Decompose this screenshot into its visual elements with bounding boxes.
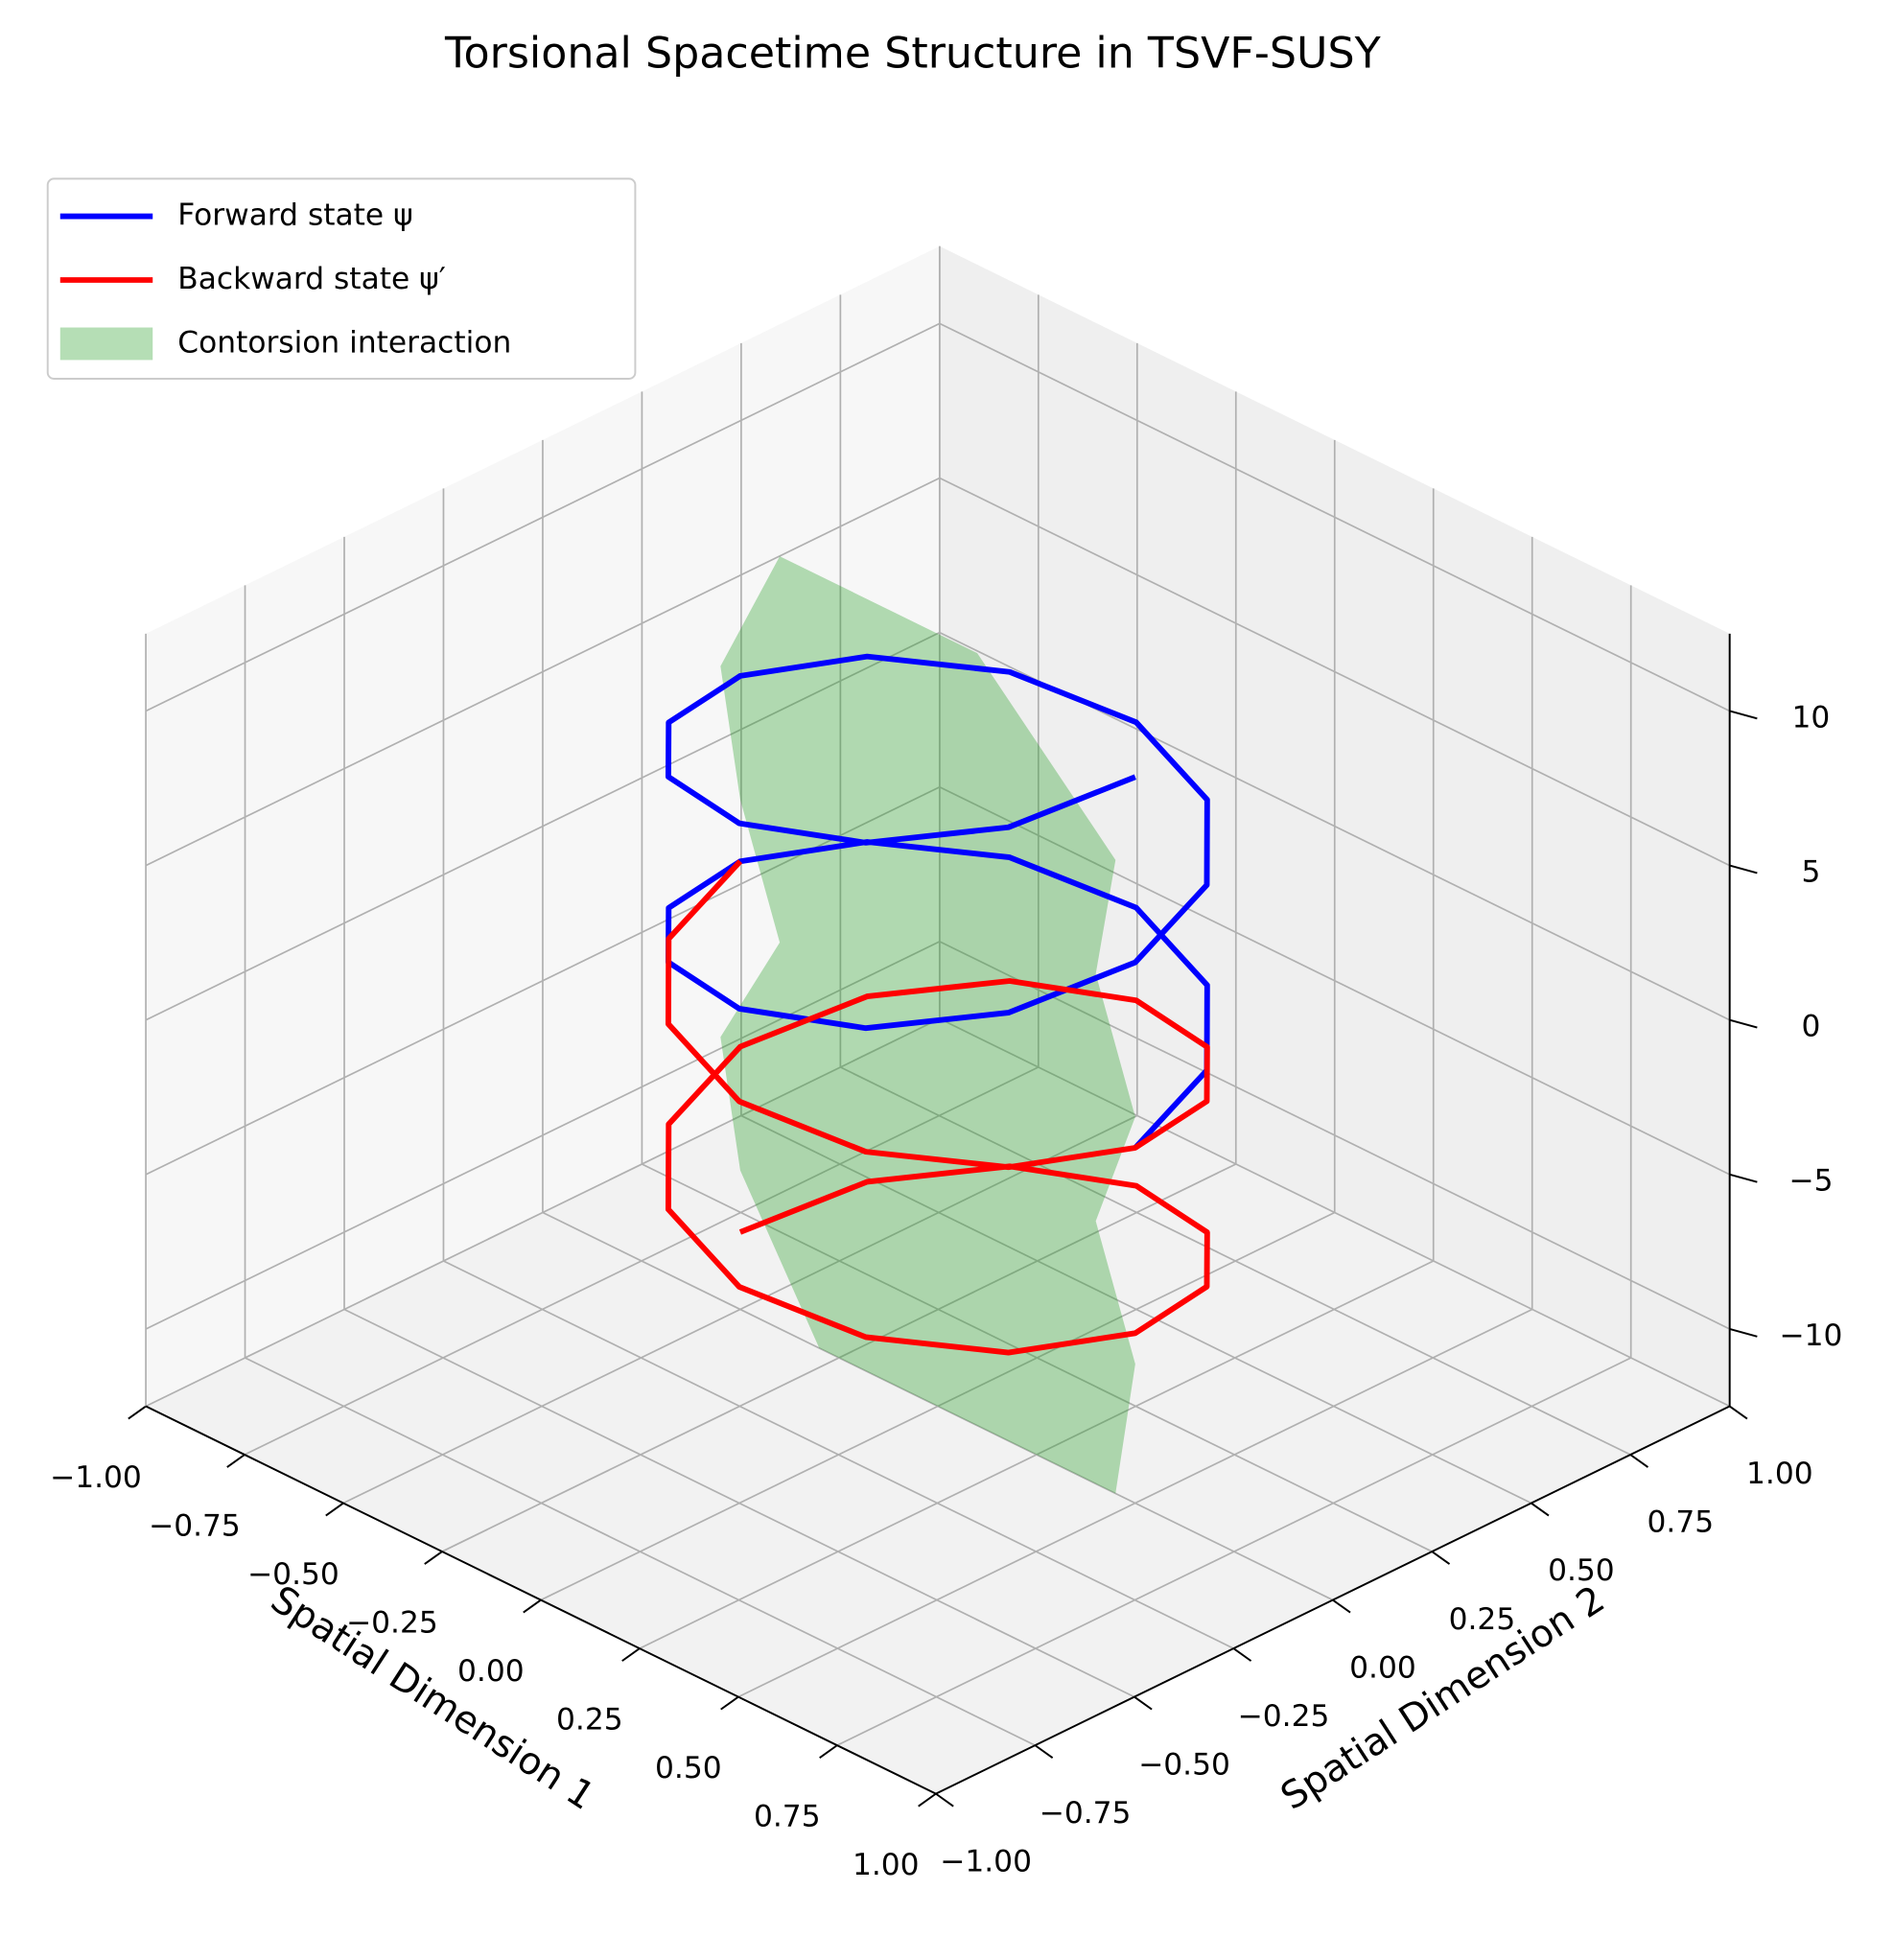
z-tick-label: 5: [1801, 854, 1820, 889]
x-tick-label: 1.00: [853, 1848, 920, 1882]
z-tick: [1729, 710, 1758, 720]
z-tick-label: −10: [1779, 1318, 1842, 1353]
y-tick: [1531, 1502, 1550, 1517]
x-tick: [424, 1551, 443, 1565]
grid-line: [642, 1163, 1433, 1552]
plot-area: [665, 556, 1210, 1494]
helix-line: [665, 653, 1210, 1150]
grid-line: [145, 631, 941, 1021]
y-tick: [1034, 1744, 1054, 1759]
y-tick: [1431, 1551, 1451, 1565]
x-tick: [325, 1502, 344, 1517]
grid-line: [343, 1308, 1135, 1698]
axis-line: [935, 1405, 1731, 1795]
z-tick: [1729, 1018, 1758, 1029]
y-tick: [1729, 1405, 1748, 1420]
x-tick-label: 0.75: [754, 1800, 821, 1834]
y-tick-label: 0.25: [1449, 1602, 1516, 1637]
x-tick: [819, 1744, 838, 1759]
legend-box: [46, 177, 637, 380]
panes: −1.00−0.75−0.50−0.250.000.250.500.751.00…: [50, 245, 1842, 1882]
x-tick: [128, 1405, 147, 1420]
y-tick-label: −0.50: [1138, 1747, 1230, 1782]
grid-line: [839, 1066, 1631, 1456]
y-tick: [935, 1792, 954, 1808]
x-tick-label: −0.75: [149, 1509, 241, 1544]
x-tick: [226, 1454, 245, 1468]
grid-line: [939, 477, 1731, 867]
x-tick-label: −1.00: [50, 1460, 142, 1495]
y-tick: [1133, 1695, 1153, 1711]
x-tick-label: 0.50: [655, 1751, 722, 1785]
legend-label: Backward state ψ′: [177, 262, 446, 296]
axis-line: [145, 1405, 937, 1795]
z-tick-label: 0: [1801, 1010, 1820, 1044]
y-tick-label: 0.00: [1349, 1650, 1416, 1685]
z-tick: [1729, 1328, 1758, 1338]
x-tick: [720, 1695, 739, 1711]
legend-label: Forward state ψ: [177, 198, 412, 233]
z-tick: [1729, 864, 1758, 875]
y-tick-label: −0.25: [1238, 1699, 1330, 1734]
x-tick: [523, 1598, 542, 1614]
y-tick: [1232, 1647, 1252, 1662]
grid-line: [145, 477, 941, 867]
grid-line: [145, 941, 941, 1330]
y-tick-label: 0.75: [1648, 1505, 1715, 1540]
y-tick: [1332, 1598, 1351, 1614]
x-tick: [621, 1647, 641, 1662]
y-tick: [1629, 1454, 1649, 1468]
grid-line: [939, 941, 1731, 1330]
grid-line: [245, 1357, 1036, 1746]
y-tick-label: −1.00: [940, 1844, 1032, 1878]
surface: [720, 556, 1135, 1494]
grid-line: [939, 322, 1731, 712]
grid-line: [145, 322, 941, 712]
legend-swatch: [59, 327, 153, 361]
legend: Forward state ψ Backward state ψ′ Contorsi…: [46, 177, 637, 380]
legend-label: Contorsion interaction: [177, 325, 511, 360]
helix-line: [665, 859, 1210, 1356]
z-tick-label: 10: [1792, 700, 1831, 735]
z-tick: [1729, 1173, 1758, 1183]
x-tick-label: 0.25: [556, 1703, 623, 1738]
grid-line: [939, 1017, 1731, 1408]
x-tick-label: 0.00: [457, 1654, 525, 1689]
x-tick-label: −0.50: [247, 1557, 339, 1592]
grid-line: [443, 1260, 1234, 1649]
grid-line: [939, 785, 1731, 1176]
grid-line: [542, 1211, 1334, 1601]
y-tick-label: 0.50: [1548, 1553, 1615, 1588]
x-tick-label: −0.25: [346, 1606, 438, 1641]
y-tick-label: 1.00: [1746, 1457, 1813, 1491]
chart-title: Torsional Spacetime Structure in TSVF-SU…: [444, 30, 1382, 79]
z-tick-label: −5: [1788, 1164, 1833, 1199]
x-tick: [918, 1792, 937, 1808]
y-tick-label: −0.75: [1040, 1796, 1132, 1831]
